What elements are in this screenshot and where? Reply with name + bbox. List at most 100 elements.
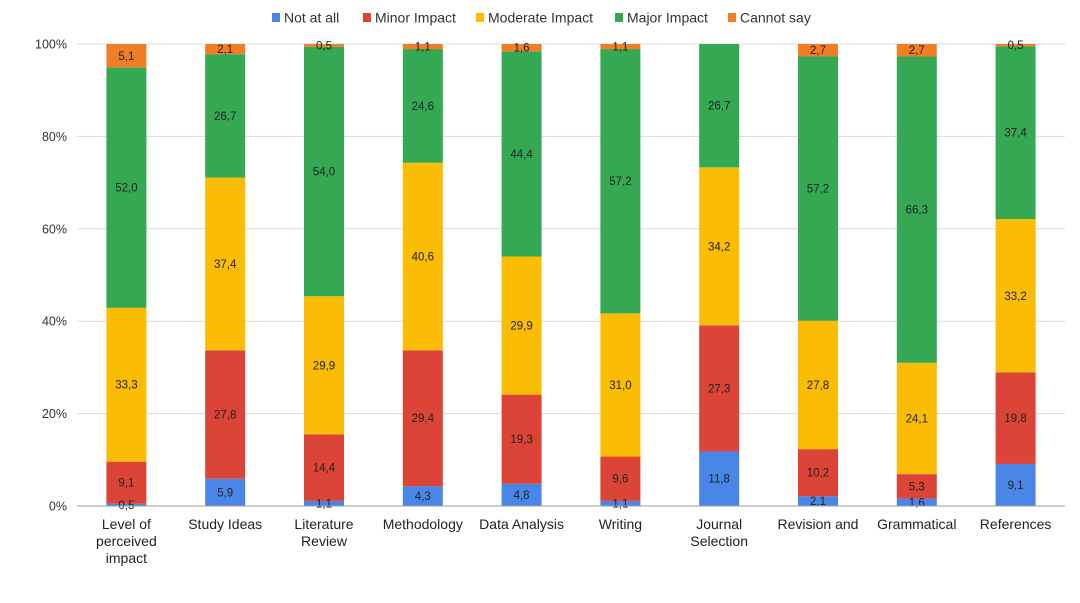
bar-segment [106, 44, 147, 68]
bar-segment [995, 44, 1036, 47]
legend-swatch [363, 13, 371, 22]
data-label: 54,0 [313, 167, 335, 179]
data-label: 57,2 [807, 184, 829, 196]
x-category-label: Methodology [383, 516, 463, 532]
data-label: 2,7 [810, 45, 826, 57]
bar-segment [600, 456, 641, 501]
data-label: 9,6 [612, 474, 628, 486]
legend-label: Minor Impact [375, 10, 456, 26]
bar-segment [798, 320, 838, 450]
bar-segment [106, 461, 147, 504]
data-label: 1,1 [316, 498, 332, 510]
bar-segment [995, 463, 1036, 506]
data-label: 5,1 [118, 51, 134, 63]
bar-segment [106, 503, 147, 506]
bar-segment [896, 56, 937, 363]
bar-segment [304, 46, 344, 297]
data-label: 33,3 [115, 380, 137, 392]
bar-segment [699, 451, 740, 506]
bar-segment [501, 256, 542, 395]
bar-segment [896, 44, 937, 57]
bar-segment [501, 44, 542, 52]
data-label: 11,8 [708, 474, 730, 486]
bar-segment [402, 486, 443, 506]
y-tick-label: 40% [42, 315, 67, 329]
legend-label: Not at all [284, 10, 339, 26]
data-label: 1,6 [514, 43, 530, 55]
data-label: 4,3 [415, 491, 431, 503]
y-tick-label: 20% [42, 407, 67, 421]
legend-label: Major Impact [627, 10, 708, 26]
x-category-label: Data Analysis [479, 516, 564, 532]
data-label: 29,9 [510, 321, 532, 333]
data-label: 10,2 [807, 468, 829, 480]
bar-segment [995, 46, 1036, 220]
x-category-label: Literature [294, 516, 353, 532]
bar-segment [798, 56, 838, 321]
bar-segment [402, 350, 443, 487]
bar-segment [304, 44, 344, 47]
bar-segment [699, 167, 740, 326]
data-label: 9,1 [1008, 480, 1024, 492]
data-label: 57,2 [609, 176, 631, 188]
bar-segment [205, 350, 246, 479]
data-label: 1,1 [612, 498, 628, 510]
bar-segment [501, 394, 542, 484]
data-label: 31,0 [609, 380, 631, 392]
data-label: 0,5 [1008, 40, 1024, 52]
y-tick-label: 0% [49, 500, 67, 514]
data-label: 27,8 [214, 410, 236, 422]
data-label: 1,6 [909, 497, 925, 509]
legend-swatch [728, 13, 736, 22]
bar-segment [106, 307, 147, 462]
data-label: 27,3 [708, 383, 730, 395]
data-label: 37,4 [1004, 128, 1027, 140]
data-label: 24,6 [412, 101, 434, 113]
bar-segment [896, 474, 937, 499]
axes: 0% 20% 40% 60% 80% 100% Level ofperceivedimpac… [35, 38, 1065, 566]
legend-label: Moderate Impact [488, 10, 593, 26]
bar-segment [205, 54, 246, 178]
legend-swatch [615, 13, 623, 22]
data-label: 66,3 [906, 205, 928, 217]
x-category-label: Revision and [778, 516, 859, 532]
bar-segment [402, 162, 443, 351]
bar-segment [402, 44, 443, 50]
data-label: 34,2 [708, 241, 730, 253]
x-category-label: impact [106, 550, 147, 566]
bar-segment [995, 372, 1036, 464]
data-label: 29,9 [313, 360, 335, 372]
bar-segment [699, 325, 740, 452]
bar-segment [798, 44, 838, 57]
data-labels: 0,5 9,1 33,3 52,0 5,1 5,9 27,8 37,4 26,7 2,1 1,1 14… [115, 40, 1027, 512]
bar-segment [600, 44, 641, 50]
bar-segment [106, 67, 147, 308]
bar-segment [798, 449, 838, 497]
data-label: 24,1 [906, 413, 928, 425]
data-label: 2,7 [909, 45, 925, 57]
data-label: 33,2 [1004, 291, 1026, 303]
y-tick-label: 80% [42, 130, 67, 144]
bar-segment [205, 177, 246, 351]
bar-segment [798, 496, 838, 506]
x-category-label: Study Ideas [188, 516, 262, 532]
bar-segment [995, 219, 1036, 373]
data-label: 29,4 [412, 413, 435, 425]
data-label: 19,8 [1004, 413, 1026, 425]
data-label: 1,1 [415, 42, 431, 54]
bar-segment [600, 313, 641, 457]
data-label: 44,4 [510, 149, 533, 161]
y-tick-label: 60% [42, 222, 67, 236]
y-tick-label: 100% [35, 38, 67, 52]
bar-segment [501, 483, 542, 506]
data-label: 2,1 [810, 496, 826, 508]
data-label: 52,0 [115, 183, 137, 195]
x-category-label: Grammatical [877, 516, 956, 532]
data-label: 5,9 [217, 487, 233, 499]
bar-segment [896, 362, 937, 475]
data-label: 14,4 [313, 463, 336, 475]
x-category-label: Level of [102, 516, 151, 532]
data-label: 26,7 [708, 101, 730, 113]
x-category-label: Journal [696, 516, 742, 532]
